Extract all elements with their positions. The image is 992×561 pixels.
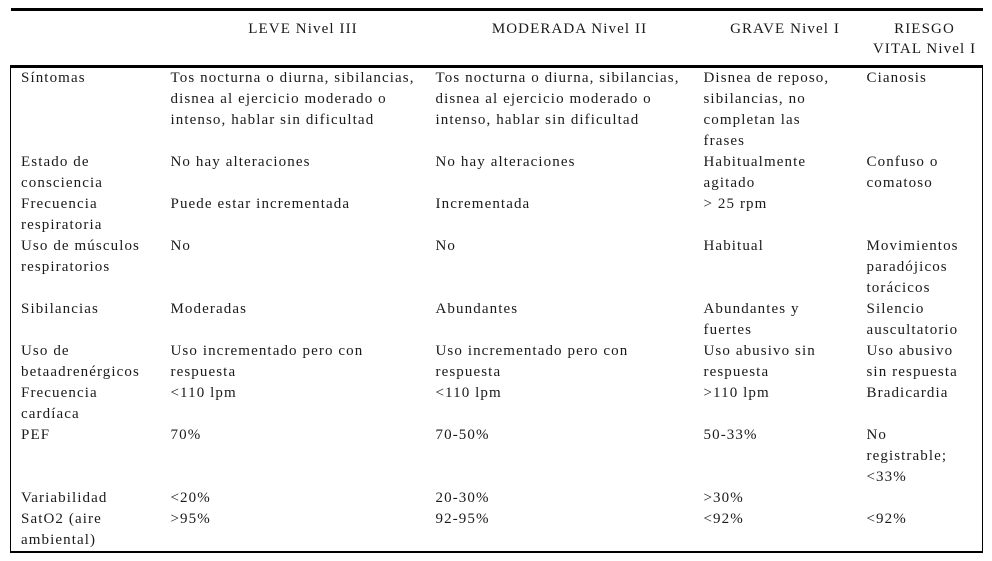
cell-moderada: No [435,238,457,254]
cell-riesgo: Cianosis [866,70,927,86]
cell-riesgo: Confuso o comatoso [866,154,939,191]
cell-grave: > 25 rpm [703,196,768,212]
column-header-riesgo-vital: RIESGO VITAL Nivel I [872,21,977,57]
cell-moderada: 92-95% [435,511,490,527]
cell-grave: Habitual [703,238,764,254]
cell-moderada: No hay alteraciones [435,154,576,170]
cell-leve: Moderadas [170,301,248,317]
cell-leve: No hay alteraciones [170,154,311,170]
cell-moderada: Tos nocturna o diurna, sibilancias, disn… [435,70,680,128]
row-variabilidad: Variabilidad <20% 20-30% >30% [11,488,983,509]
cell-moderada: Incrementada [435,196,531,212]
row-pef: PEF 70% 70-50% 50-33% No registrable; <3… [11,425,983,488]
header-row: LEVE Nivel III MODERADA Nivel II GRAVE N… [10,9,983,67]
row-frecuencia-cardiaca: Frecuencia cardíaca <110 lpm <110 lpm >1… [11,383,983,425]
cell-leve: Uso incrementado pero con respuesta [170,343,364,380]
row-label: Uso de betaadrenérgicos [21,343,140,380]
cell-leve: 70% [170,427,202,443]
cell-grave: 50-33% [703,427,758,443]
cell-moderada: <110 lpm [435,385,502,401]
column-header-grave: GRAVE Nivel I [730,21,840,37]
cell-leve: No [170,238,192,254]
row-label: Sibilancias [21,301,99,317]
cell-leve: >95% [170,511,211,527]
cell-riesgo: Uso abusivo sin respuesta [866,343,958,380]
cell-grave: Abundantes y fuertes [703,301,800,338]
row-label: Estado de consciencia [21,154,104,191]
cell-leve: Tos nocturna o diurna, sibilancias, disn… [170,70,415,128]
cell-grave: Uso abusivo sin respuesta [703,343,816,380]
row-uso-de-betaadrenergicos: Uso de betaadrenérgicos Uso incrementado… [11,341,983,383]
cell-riesgo: <92% [866,511,907,527]
cell-moderada: 70-50% [435,427,490,443]
row-label: PEF [21,427,51,443]
cell-riesgo [867,194,983,236]
row-label: Frecuencia respiratoria [21,196,103,233]
row-label: Uso de músculos respiratorios [21,238,140,275]
cell-grave: Disnea de reposo, sibilancias, no comple… [703,70,830,149]
row-label: SatO2 (aire ambiental) [21,511,102,548]
row-estado-de-consciencia: Estado de consciencia No hay alteracione… [11,152,983,194]
cell-grave: Habitualmente agitado [703,154,807,191]
row-frecuencia-respiratoria: Frecuencia respiratoria Puede estar incr… [11,194,983,236]
cell-grave: >110 lpm [703,385,770,401]
row-label: Variabilidad [21,490,108,506]
cell-leve: <110 lpm [170,385,237,401]
cell-riesgo: Movimientos paradójicos torácicos [866,238,959,296]
cell-riesgo: Silencio auscultatorio [866,301,959,338]
cell-leve: Puede estar incrementada [170,196,351,212]
row-sato2-aire-ambiental: SatO2 (aire ambiental) >95% 92-95% <92% … [11,509,983,552]
cell-grave: >30% [703,490,744,506]
cell-riesgo: Bradicardia [866,385,949,401]
row-uso-de-musculos-respiratorios: Uso de músculos respiratorios No No Habi… [11,236,983,299]
row-sintomas: Síntomas Tos nocturna o diurna, sibilanc… [11,67,983,153]
row-label: Frecuencia cardíaca [21,385,98,422]
cell-leve: <20% [170,490,211,506]
column-header-moderada: MODERADA Nivel II [491,21,648,37]
cell-moderada: Uso incrementado pero con respuesta [435,343,629,380]
cell-grave: <92% [703,511,744,527]
cell-moderada: 20-30% [435,490,490,506]
row-label: Síntomas [21,70,86,86]
cell-riesgo: No registrable; <33% [866,427,948,485]
asthma-severity-table: LEVE Nivel III MODERADA Nivel II GRAVE N… [10,8,983,553]
column-header-empty [11,10,171,67]
cell-riesgo [867,488,983,509]
column-header-leve: LEVE Nivel III [248,21,358,37]
row-sibilancias: Sibilancias Moderadas Abundantes Abundan… [11,299,983,341]
asthma-severity-table-container: LEVE Nivel III MODERADA Nivel II GRAVE N… [10,8,983,553]
cell-moderada: Abundantes [435,301,519,317]
